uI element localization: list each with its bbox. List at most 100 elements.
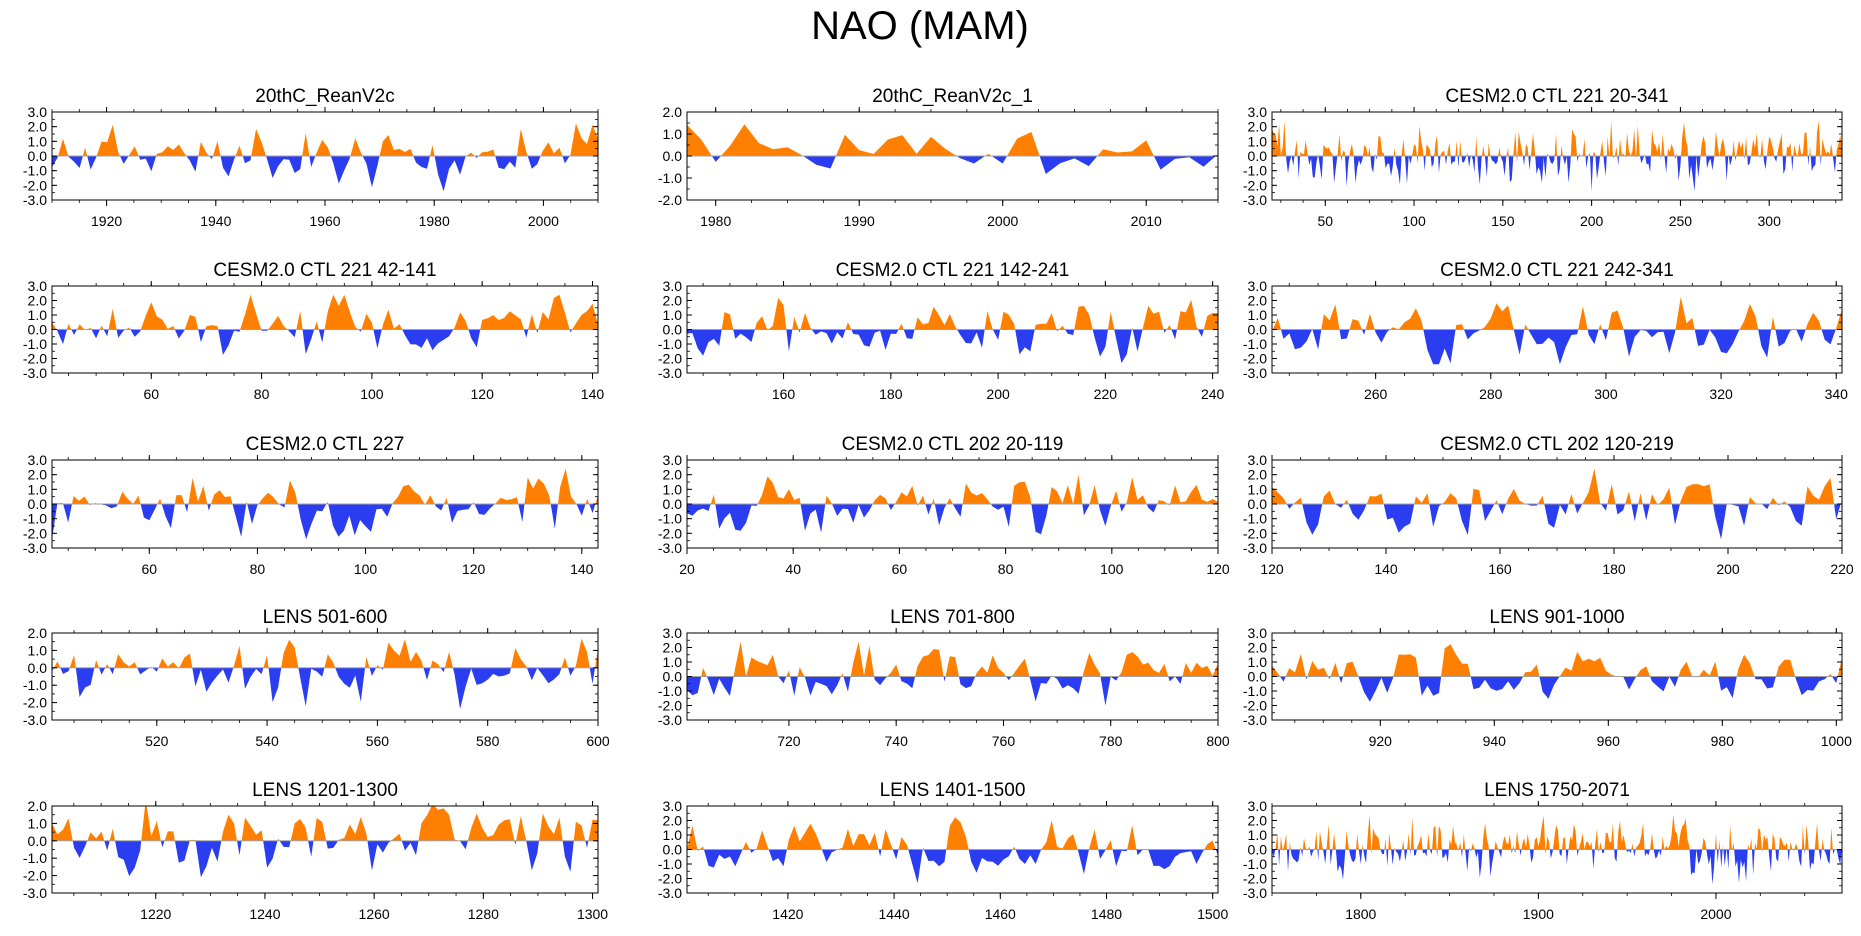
y-tick-label: 0.0 (1248, 669, 1268, 685)
negative-area (687, 156, 1218, 174)
x-tick-label: 100 (1402, 213, 1426, 229)
x-tick-label: 240 (1201, 386, 1225, 402)
x-tick-label: 1990 (844, 213, 875, 229)
x-tick-label: 260 (1364, 386, 1388, 402)
y-tick-label: 3.0 (1248, 625, 1268, 641)
positive-area (1272, 120, 1842, 156)
x-tick-label: 50 (1317, 213, 1333, 229)
y-tick-label: 3.0 (1248, 452, 1268, 468)
y-tick-label: -1.0 (658, 856, 682, 872)
y-tick-label: 1.0 (28, 481, 48, 497)
y-tick-label: -2.0 (23, 351, 47, 367)
x-tick-label: 100 (1100, 561, 1124, 577)
positive-area (52, 294, 598, 330)
x-tick-label: 80 (250, 561, 266, 577)
x-tick-label: 740 (885, 733, 909, 749)
y-tick-label: 1.0 (28, 815, 48, 831)
x-tick-label: 1900 (1523, 906, 1554, 922)
x-tick-label: 120 (471, 386, 495, 402)
y-tick-label: -2.0 (23, 695, 47, 711)
panel-title: CESM2.0 CTL 221 142-241 (836, 260, 1070, 281)
y-tick-label: 3.0 (28, 452, 48, 468)
chart-panel: 20thC_ReanV2c_1 2.0 1.0 0.0 -1.0 -2.0 1980 1990… (658, 86, 1219, 229)
x-tick-label: 600 (586, 733, 610, 749)
y-tick-label: -2.0 (23, 177, 47, 193)
negative-area (1272, 504, 1842, 540)
y-tick-label: -3.0 (1243, 885, 1267, 901)
y-tick-label: 2.0 (28, 798, 48, 814)
y-tick-label: -3.0 (23, 540, 47, 556)
y-tick-label: -3.0 (1243, 192, 1267, 208)
y-tick-label: -3.0 (658, 712, 682, 728)
x-tick-label: 940 (1483, 733, 1507, 749)
x-tick-label: 220 (1830, 561, 1854, 577)
chart-panel: LENS 501-600 2.01.0 0.0-1.0 -2.0-3.0 520 540 5… (23, 607, 610, 749)
y-tick-label: 2.0 (28, 625, 48, 641)
x-tick-label: 1440 (879, 906, 910, 922)
y-tick-label: 0.0 (663, 842, 683, 858)
panel-title: LENS 701-800 (890, 607, 1015, 628)
y-tick-label: 1.0 (663, 307, 683, 323)
x-tick-label: 200 (1716, 561, 1740, 577)
x-tick-label: 800 (1206, 733, 1230, 749)
x-tick-label: 160 (772, 386, 796, 402)
negative-area (52, 156, 598, 192)
x-tick-label: 80 (254, 386, 270, 402)
positive-area (52, 123, 598, 156)
y-tick-label: -1.0 (23, 677, 47, 693)
y-tick-label: 1.0 (28, 133, 48, 149)
y-tick-label: 0.0 (1248, 496, 1268, 512)
y-tick-label: -1.0 (1243, 511, 1267, 527)
y-tick-label: 3.0 (1248, 104, 1268, 120)
y-tick-label: 2.0 (28, 293, 48, 309)
x-tick-label: 920 (1369, 733, 1393, 749)
y-tick-label: 3.0 (663, 278, 683, 294)
y-tick-label: -2.0 (23, 525, 47, 541)
y-tick-label: 0.0 (1248, 842, 1268, 858)
y-tick-label: -2.0 (1243, 871, 1267, 887)
x-tick-label: 120 (462, 561, 486, 577)
y-tick-label: 1.0 (1248, 307, 1268, 323)
y-tick-label: -2.0 (658, 871, 682, 887)
y-tick-label: -1.0 (23, 163, 47, 179)
x-tick-label: 520 (145, 733, 169, 749)
y-tick-label: -1.0 (658, 170, 682, 186)
chart-panel: LENS 701-800 3.02.01.00.0-1.0-2.0-3.0 720 7… (658, 607, 1230, 749)
x-tick-label: 1300 (577, 906, 608, 922)
x-tick-label: 60 (892, 561, 908, 577)
x-tick-label: 40 (785, 561, 801, 577)
y-tick-label: 2.0 (28, 467, 48, 483)
x-tick-label: 1980 (700, 213, 731, 229)
x-tick-label: 760 (992, 733, 1016, 749)
y-tick-label: -1.0 (23, 511, 47, 527)
y-tick-label: -3.0 (23, 885, 47, 901)
y-tick-label: -1.0 (658, 336, 682, 352)
x-tick-label: 1960 (309, 213, 340, 229)
panel-title: 20thC_ReanV2c (255, 86, 394, 107)
y-tick-label: 0.0 (28, 322, 48, 338)
y-tick-label: 1.0 (28, 642, 48, 658)
chart-panel: CESM2.0 CTL 221 242-3413.02.01.00.0-1.0-… (1243, 260, 1848, 402)
x-tick-label: 1460 (985, 906, 1016, 922)
x-tick-label: 1940 (200, 213, 231, 229)
x-tick-label: 120 (1206, 561, 1230, 577)
y-tick-label: -2.0 (658, 698, 682, 714)
panel-title: CESM2.0 CTL 221 20-341 (1445, 86, 1668, 107)
y-tick-label: -3.0 (1243, 365, 1267, 381)
y-tick-label: 0.0 (28, 148, 48, 164)
x-tick-label: 1240 (249, 906, 280, 922)
chart-panel: CESM2.0 CTL 221 42-141 3.02.01.00.0-1.0-2… (23, 260, 605, 402)
negative-area (52, 667, 598, 709)
y-tick-label: 1.0 (663, 126, 683, 142)
x-tick-label: 60 (143, 386, 159, 402)
y-tick-label: 1.0 (1248, 654, 1268, 670)
positive-area (52, 806, 598, 841)
y-tick-label: 0.0 (663, 669, 683, 685)
chart-panel: LENS 1401-1500 3.02.01.00.0-1.0-2.0-3.0 14… (658, 780, 1229, 922)
y-tick-label: -3.0 (23, 365, 47, 381)
y-tick-label: -1.0 (1243, 683, 1267, 699)
negative-area (687, 849, 1218, 884)
panel-title: CESM2.0 CTL 202 120-219 (1440, 434, 1674, 455)
y-tick-label: -2.0 (23, 868, 47, 884)
